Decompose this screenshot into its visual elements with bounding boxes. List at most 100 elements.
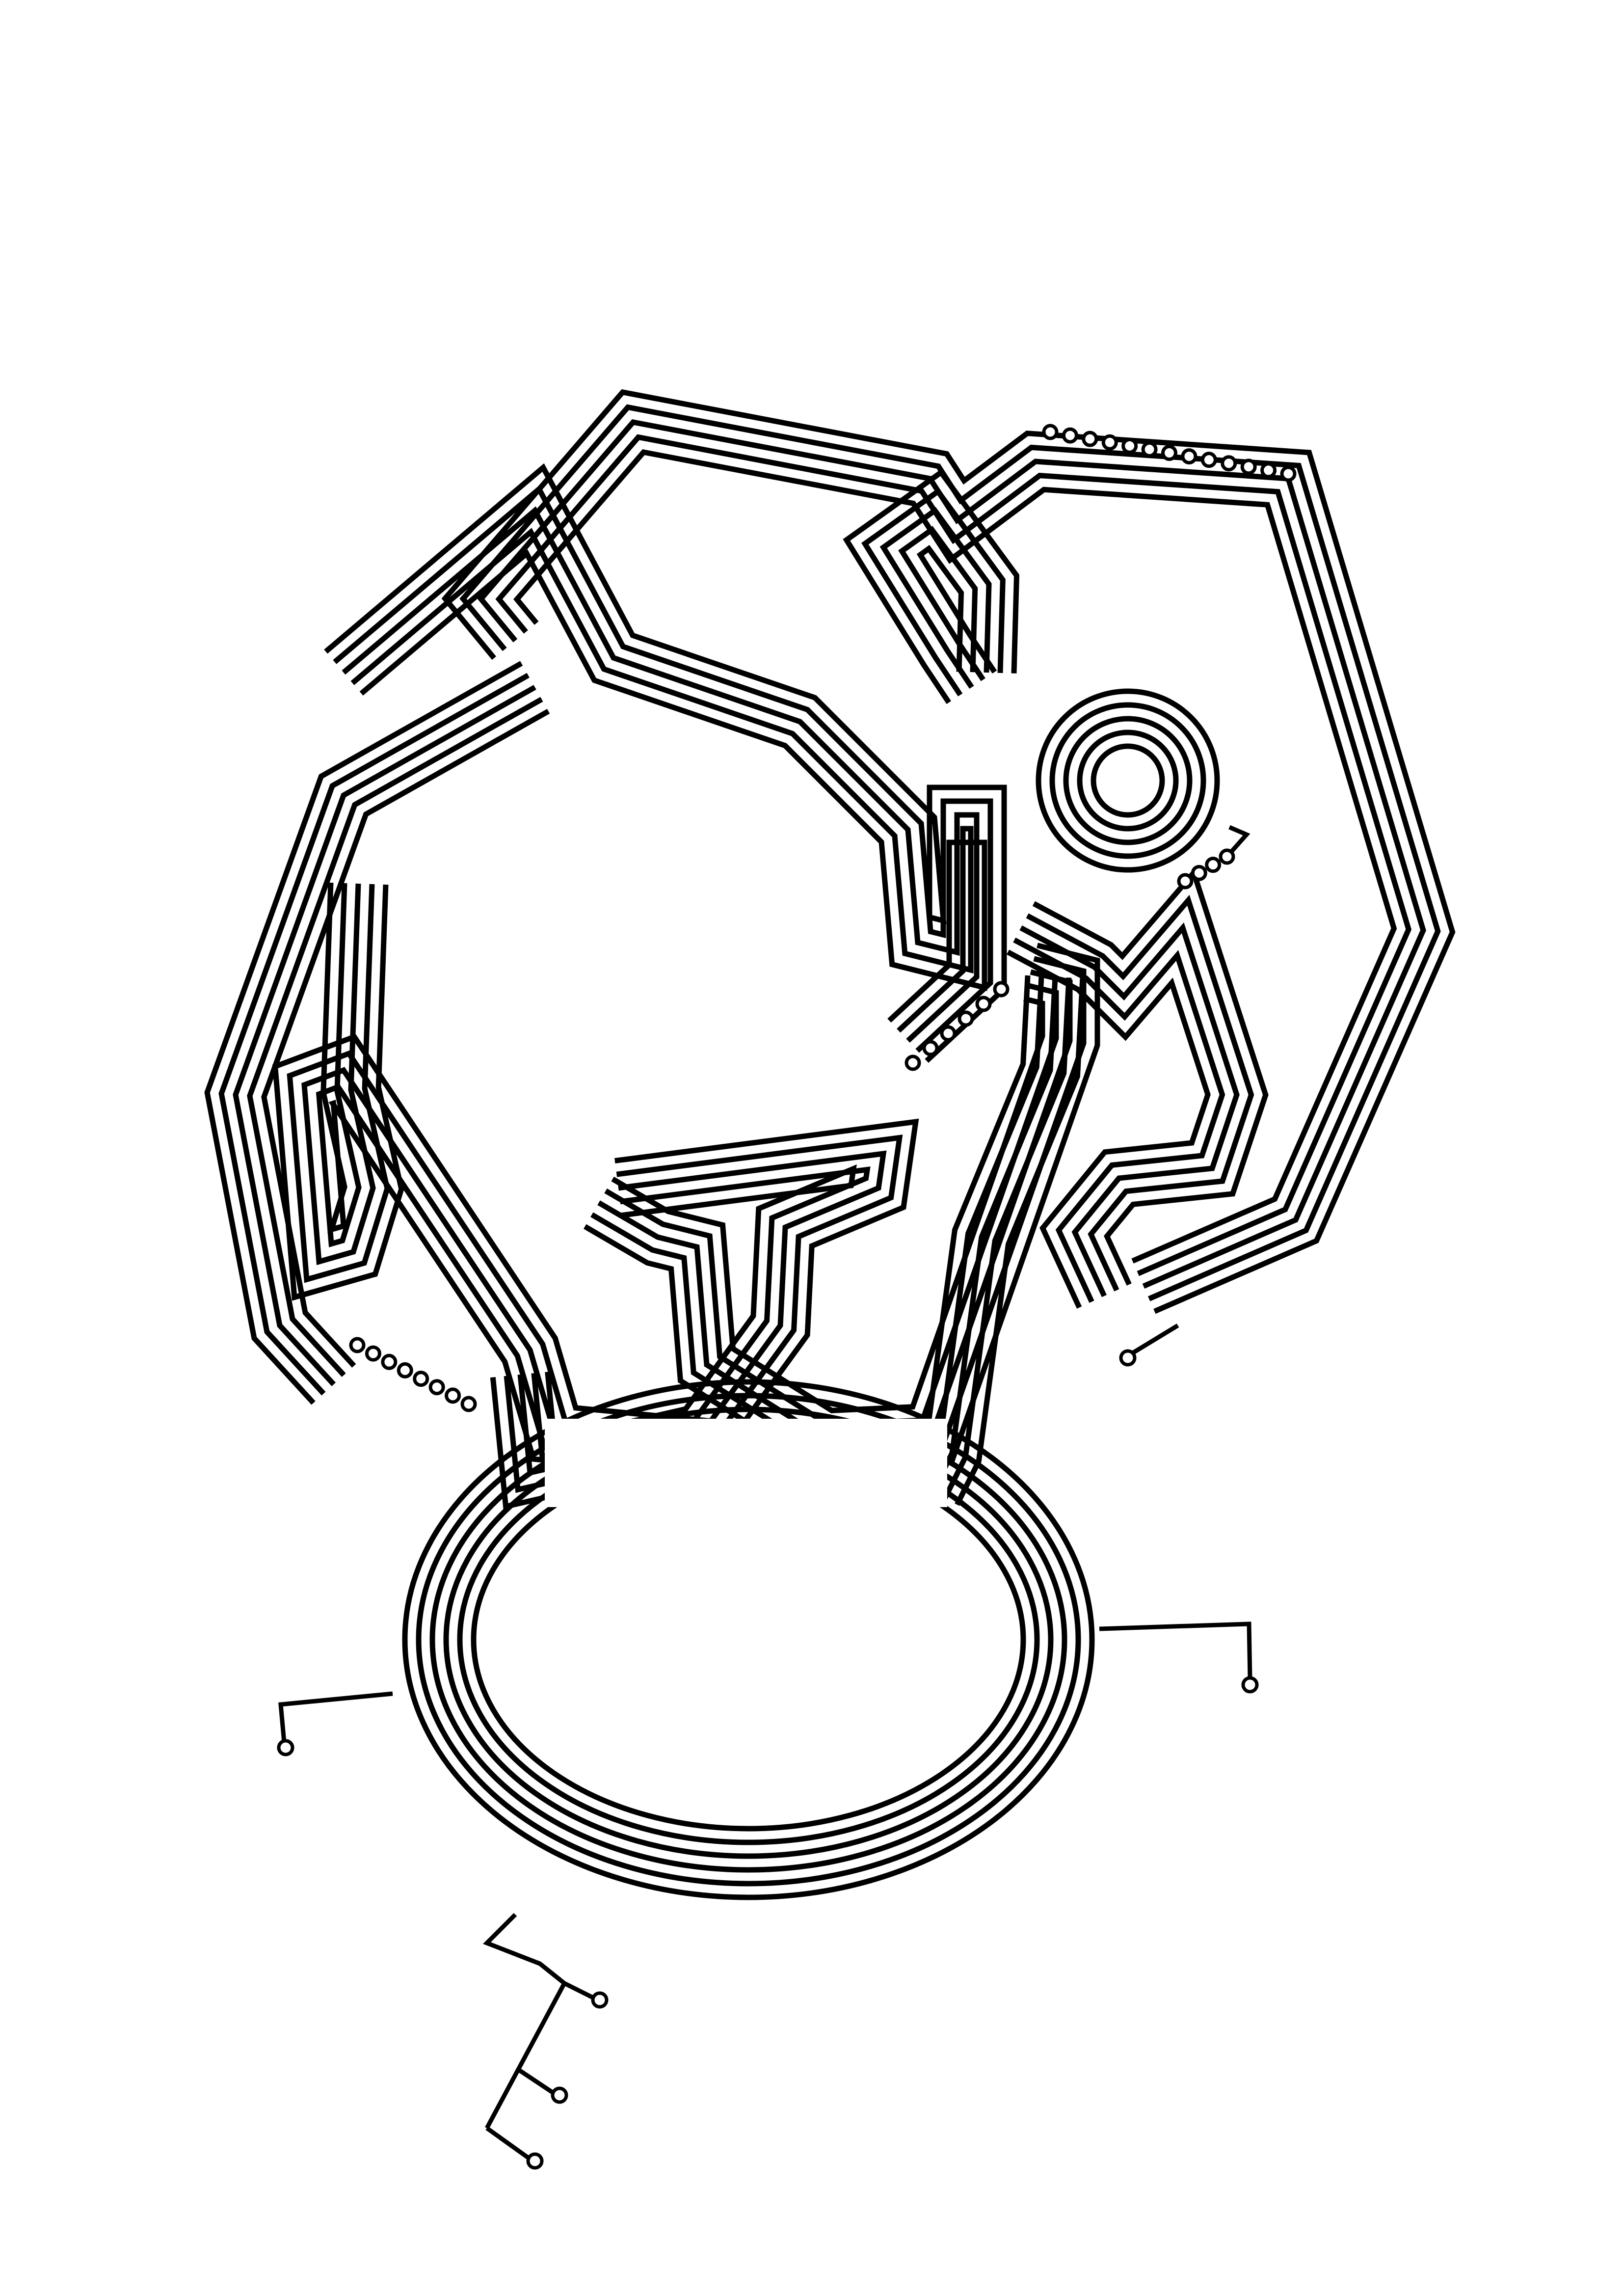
bead-chain-top-bead — [1141, 441, 1158, 458]
bead-chain-eye-bead — [1191, 864, 1207, 881]
left-arm-bundle-strand — [204, 661, 523, 1405]
head-outline-bundle-strand — [350, 528, 974, 1033]
right-arm-bundle-strand — [1007, 949, 1211, 1309]
right-arm-bundle-strand — [1032, 867, 1269, 1286]
brow-bundle-strand — [843, 468, 1020, 704]
bead-chain-top-bead — [1062, 427, 1078, 444]
bead-chain-top-bead — [1181, 448, 1197, 465]
lead-right-arm-terminal — [1119, 1349, 1137, 1367]
bead-chain-top-bead — [1042, 424, 1059, 440]
head-outline-bundle-strand — [342, 506, 980, 1043]
lead-bottom-branch-1 — [563, 1981, 595, 2000]
crown-bundle — [441, 389, 1456, 1314]
base-ring — [402, 1379, 1095, 1900]
crown-bundle-strand — [477, 419, 1426, 1289]
eye-coil-ring — [1049, 702, 1206, 859]
bead-chain-left-bead — [397, 1362, 413, 1378]
lead-right — [1099, 1621, 1252, 1679]
left-hand-bundle — [272, 882, 710, 1479]
lead-bottom-branch-2 — [516, 2067, 556, 2096]
right-arm-bundle-strand — [1013, 937, 1225, 1303]
head-outline-bundle-strand — [333, 485, 993, 1053]
bead-chain-top-bead — [1280, 465, 1297, 482]
lead-right-arm-tail — [1126, 1324, 1179, 1358]
eye-coil-ring — [1036, 688, 1220, 873]
eye-coil-ring — [1091, 743, 1165, 818]
lead-bottom-arc — [482, 1913, 566, 1985]
bead-chain-top-bead — [1200, 452, 1217, 468]
eye-coil-tail — [1225, 825, 1251, 858]
head-outline-bundle-strand — [359, 549, 987, 1023]
bead-chain-center-bead — [905, 1054, 921, 1071]
lead-bottom-terminal-1 — [591, 1991, 609, 2009]
bead-chain-left-bead — [428, 1379, 445, 1396]
bead-chain-center-bead — [940, 1025, 957, 1042]
bead-chain-left-bead — [413, 1371, 429, 1387]
lead-right-terminal — [1241, 1676, 1259, 1694]
eye-coil-ring — [1077, 729, 1179, 832]
bead-chain-eye-bead — [1177, 873, 1194, 890]
base-ring-loop — [416, 1393, 1081, 1887]
brow-bundle-strand — [898, 526, 985, 681]
bead-chain-top-bead — [1260, 462, 1277, 479]
right-arm-bundle-strand — [1026, 894, 1254, 1292]
left-hand-bundle-strand — [287, 884, 709, 1437]
side-leads — [277, 1324, 1259, 2170]
bead-chain-left-bead — [365, 1345, 381, 1362]
brow-bundle-strand — [879, 507, 992, 689]
ring-entry-gap — [545, 1419, 947, 1507]
right-arm-bundle — [1007, 867, 1269, 1309]
eye-coil — [1036, 688, 1251, 873]
left-arm-bundle-strand — [218, 673, 530, 1396]
bead-chain-left-bead — [381, 1353, 398, 1370]
bead-chain-center-bead — [922, 1040, 939, 1056]
bead-chain-terminals — [349, 424, 1297, 1412]
lead-left-terminal — [277, 1739, 294, 1756]
crown-bundle-strand — [441, 389, 1456, 1314]
bead-chain-eye — [1177, 848, 1235, 890]
left-arm-bundle-strand — [261, 709, 550, 1368]
left-arm-bundle-strand — [247, 697, 543, 1377]
lead-bottom-branch-3 — [485, 2126, 532, 2161]
bead-chain-top-bead — [1240, 459, 1257, 475]
left-arm-bundle — [204, 661, 550, 1405]
bead-chain-top-bead — [1082, 431, 1098, 447]
left-hand-bundle-strand — [320, 882, 705, 1479]
lead-bottom-stem — [485, 1982, 566, 2130]
bead-chain-center-bead — [993, 981, 1010, 998]
lead-bottom-terminal-3 — [526, 2152, 544, 2170]
lead-left — [278, 1691, 393, 1748]
bead-chain-top-bead — [1161, 445, 1177, 461]
bead-chain-left — [349, 1337, 477, 1412]
bead-chain-top-bead — [1101, 434, 1118, 451]
bead-chain-center-bead — [958, 1010, 974, 1027]
bead-chain-left-bead — [349, 1337, 366, 1353]
center-x-cross-bundle-strand — [611, 996, 1045, 1413]
crown-bundle-strand — [459, 404, 1441, 1301]
bead-chain-eye-bead — [1205, 857, 1222, 873]
bead-chain-top-bead — [1221, 455, 1237, 472]
bead-chain-left-bead — [445, 1387, 461, 1404]
bead-chain-left-bead — [460, 1396, 477, 1412]
crown-bundle-strand — [495, 434, 1412, 1276]
crown-bundle-strand — [513, 449, 1397, 1264]
bead-chain-top-bead — [1121, 437, 1138, 454]
lead-bottom-terminal-2 — [551, 2086, 568, 2104]
left-arm-bundle-strand — [233, 685, 536, 1386]
right-leg-bundle-strand — [942, 977, 1072, 1500]
bead-chain-eye-bead — [1219, 848, 1235, 865]
bead-chain-center — [905, 981, 1010, 1071]
bead-chain-top — [1042, 424, 1297, 482]
left-hand-bundle-strand — [316, 883, 706, 1465]
left-hand-bundle-strand — [301, 883, 707, 1451]
brow-bundle-strand — [916, 545, 997, 674]
eye-coil-ring — [1063, 716, 1193, 845]
brow-bundle-strand — [861, 487, 1006, 697]
base-ring-loop — [402, 1379, 1095, 1900]
right-arm-bundle-strand — [1019, 922, 1240, 1297]
base-ring-loop — [429, 1406, 1067, 1873]
bead-chain-center-bead — [975, 996, 992, 1012]
head-outline-bundle — [324, 463, 1007, 1063]
brow-bundle — [843, 468, 1020, 704]
